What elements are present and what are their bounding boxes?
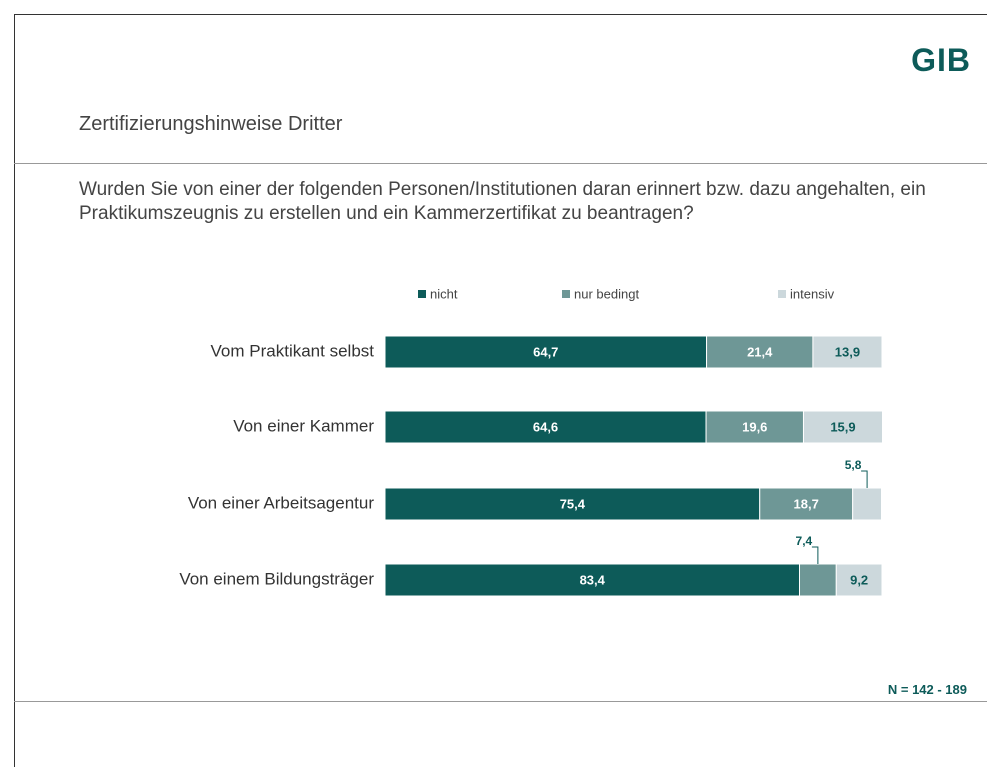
legend-swatch <box>562 290 570 298</box>
bar-segment <box>706 335 814 369</box>
bar-segment <box>384 335 708 369</box>
bar-segment <box>384 563 800 597</box>
category-label: Von einer Arbeitsagentur <box>188 493 375 512</box>
bar-segment <box>802 410 883 444</box>
category-label: Von einem Bildungsträger <box>179 569 374 588</box>
divider <box>14 163 987 164</box>
value-label: 18,7 <box>794 496 819 511</box>
chart-title: Zertifizierungshinweise Dritter <box>79 113 343 135</box>
value-label: 21,4 <box>747 344 773 359</box>
value-label: 7,4 <box>796 534 813 548</box>
legend-swatch <box>418 290 426 298</box>
legend-label: nicht <box>430 286 458 301</box>
value-label: 64,6 <box>533 419 558 434</box>
divider <box>14 701 987 702</box>
value-label: 19,6 <box>742 419 767 434</box>
value-label: 75,4 <box>560 496 586 511</box>
note: N = 142 - 189 <box>887 682 967 697</box>
value-label: 15,9 <box>830 419 855 434</box>
value-label: 13,9 <box>835 344 860 359</box>
bar-segment <box>384 410 707 444</box>
legend-swatch <box>778 290 786 298</box>
bar-segment <box>705 410 804 444</box>
category-label: Vom Praktikant selbst <box>211 341 375 360</box>
value-label: 83,4 <box>580 572 606 587</box>
bar-segment <box>798 563 837 597</box>
value-label: 5,8 <box>845 458 862 472</box>
value-label: 9,2 <box>850 572 868 587</box>
bar-segment <box>384 487 761 521</box>
legend-label: intensiv <box>790 286 835 301</box>
bar-segment <box>812 335 883 369</box>
frame <box>14 14 987 767</box>
leader-line <box>861 470 868 488</box>
category-label: Von einer Kammer <box>233 416 374 435</box>
bar-segment <box>835 563 883 597</box>
bar-segment <box>852 487 883 521</box>
question: Wurden Sie von einer der folgenden Perso… <box>79 179 926 224</box>
legend-label: nur bedingt <box>574 286 639 301</box>
value-label: 64,7 <box>533 344 558 359</box>
leader-line <box>811 546 819 564</box>
logo: GIB <box>911 42 971 78</box>
